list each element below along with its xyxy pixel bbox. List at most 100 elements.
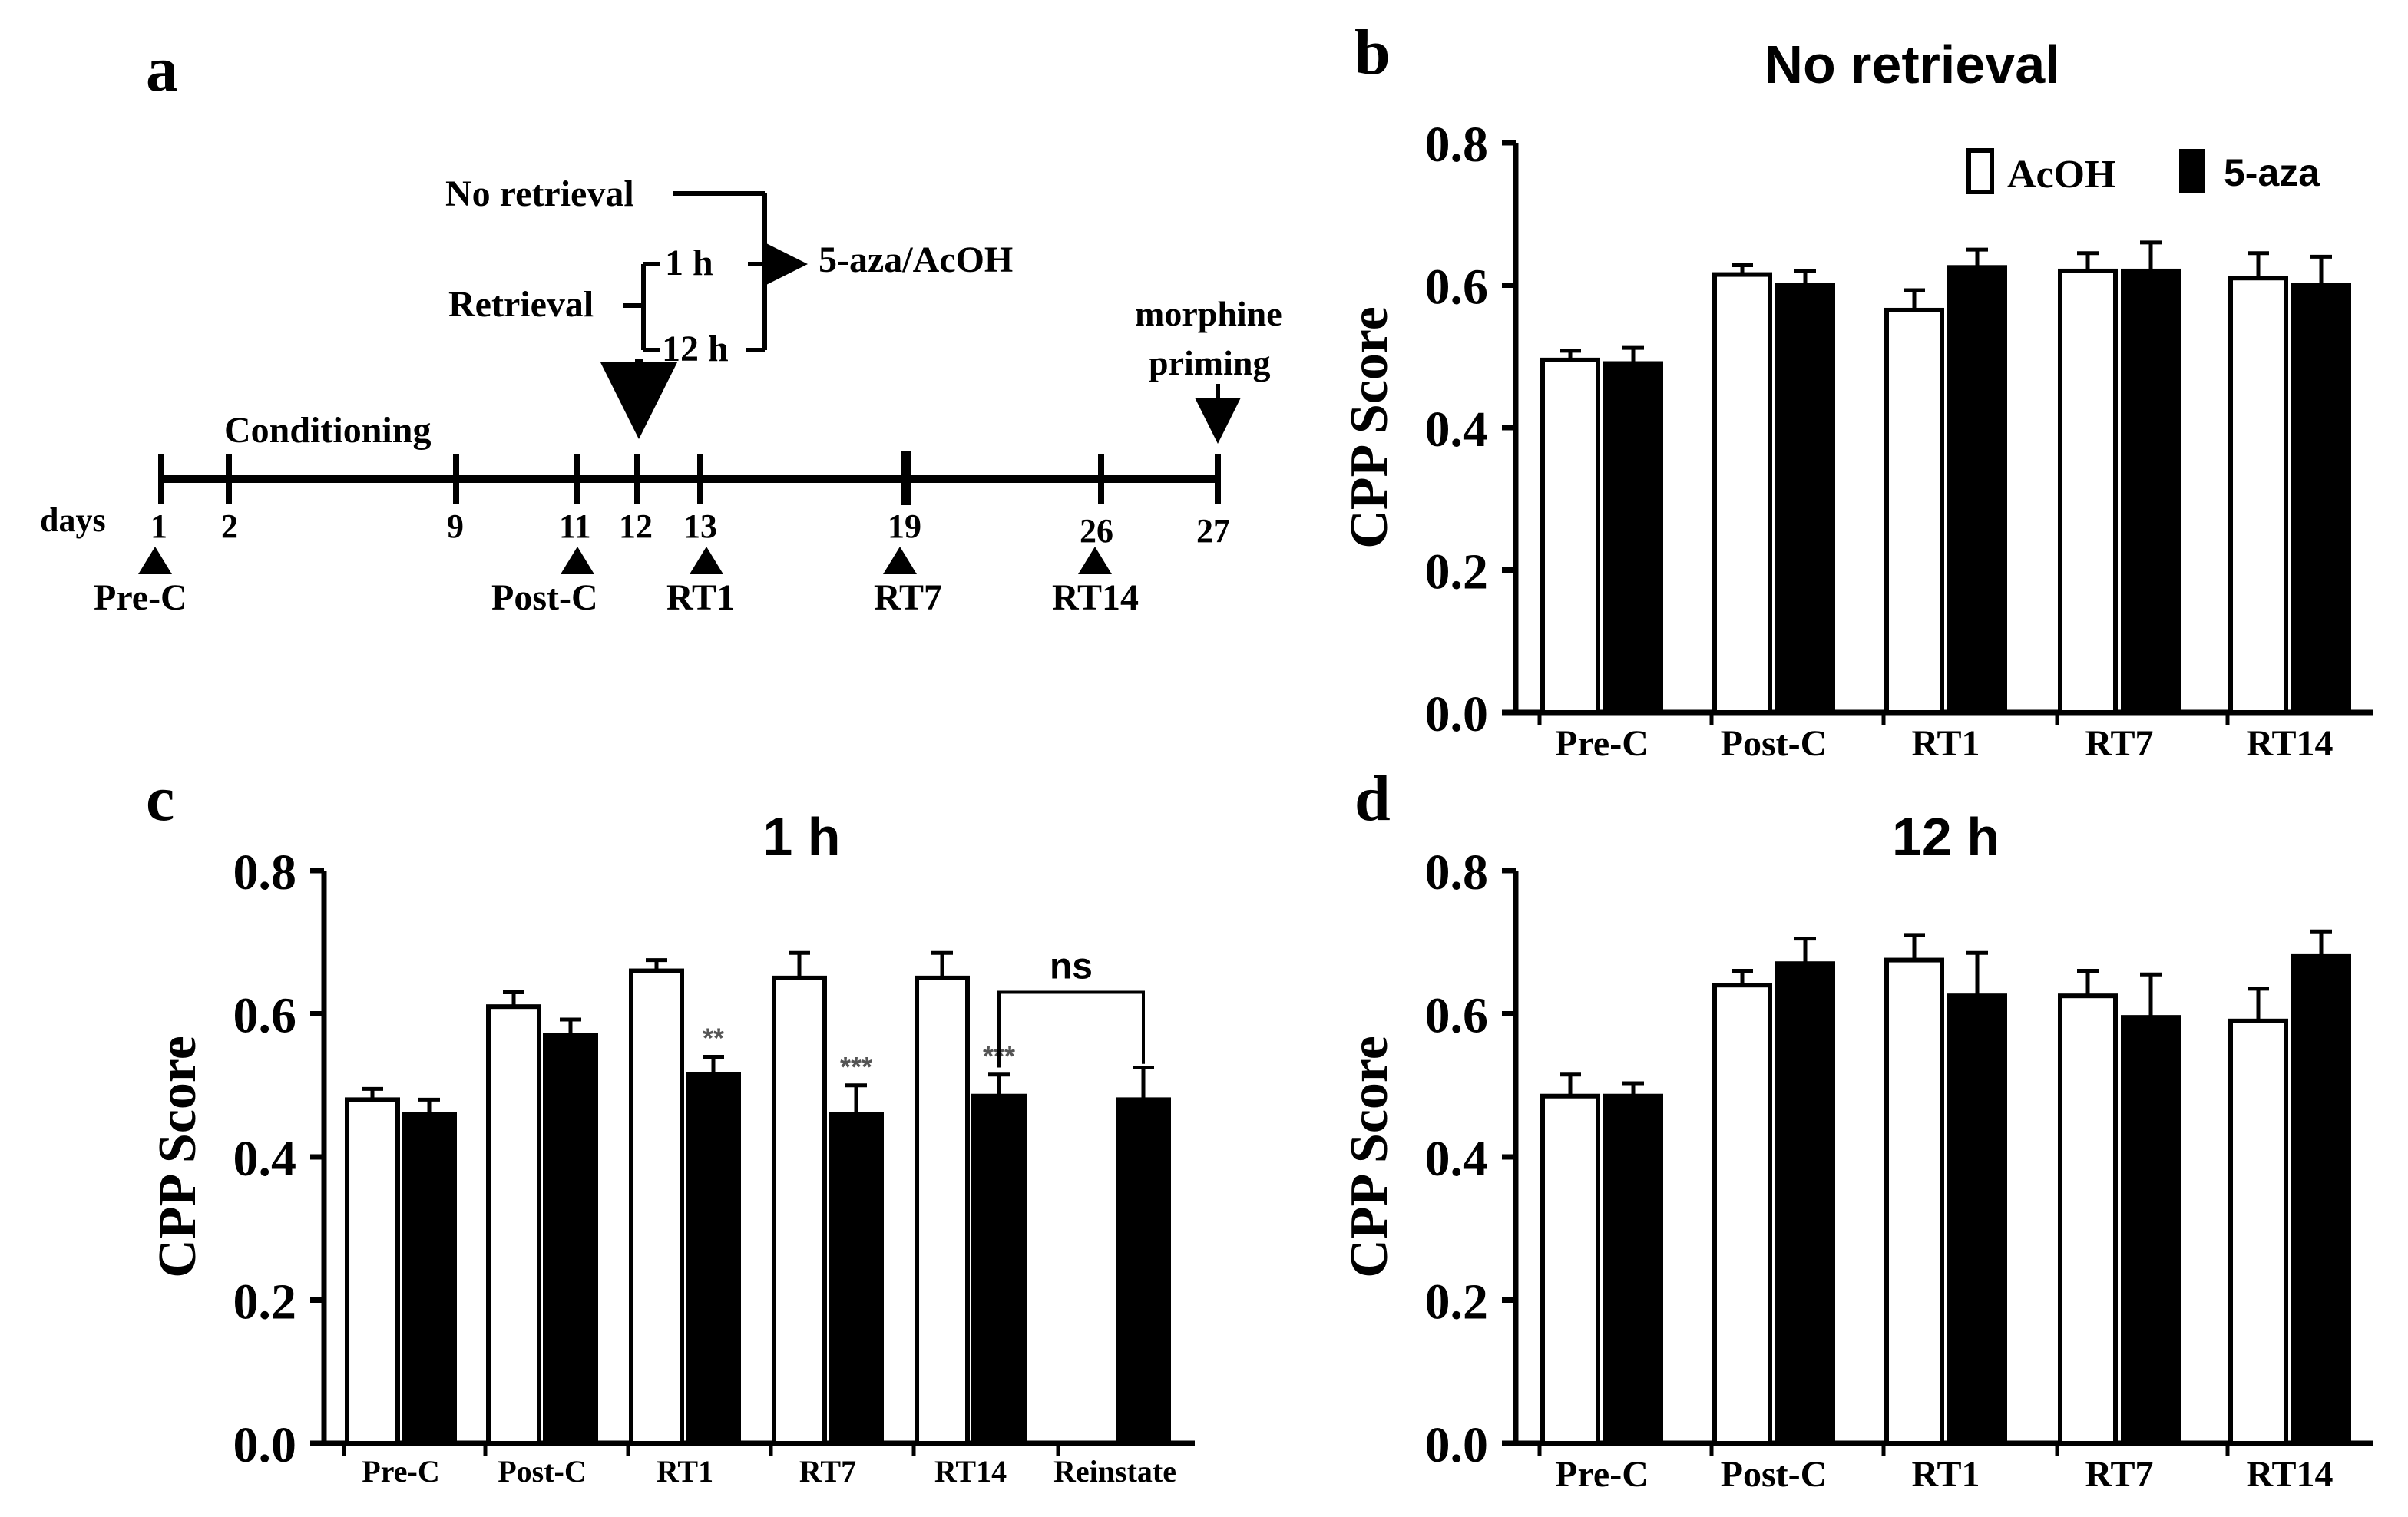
- bar-aza: [829, 1112, 884, 1446]
- category-label: RT1: [1912, 1454, 1980, 1495]
- category-label: RT7: [799, 1454, 856, 1489]
- ns-label: ns: [1050, 947, 1093, 987]
- bar-aza: [2121, 1015, 2181, 1446]
- legend-swatch-aza: [2179, 149, 2205, 193]
- priming-label: priming: [1149, 343, 1270, 382]
- bar-acoh: [915, 975, 970, 1446]
- bar-acoh: [2228, 1018, 2288, 1446]
- panel-a-timeline: a days 1 2 9 11 12 13 19 26 27: [40, 34, 1282, 618]
- twelve-h-label: 12 h: [662, 329, 729, 369]
- day-label: 19: [888, 507, 921, 545]
- bar-aza: [1116, 1097, 1171, 1446]
- bar-acoh: [772, 975, 827, 1446]
- panel-label: b: [1354, 17, 1391, 88]
- day-label: 2: [221, 507, 238, 545]
- y-axis-title: CPP Score: [148, 1036, 207, 1278]
- legend: AcOH 5-aza: [1966, 148, 2320, 197]
- bar-acoh: [345, 1097, 400, 1446]
- bar-aza: [1603, 1093, 1663, 1446]
- test-label-rt14: RT14: [1052, 577, 1139, 618]
- bar-acoh: [2228, 276, 2288, 716]
- chart-panel-c: c 1 h 0.0 0.2 0.4 0.6 0.8 CPP Score Pre-C Post-C R…: [146, 763, 1195, 1489]
- significance-label: ***: [840, 1051, 872, 1082]
- day-label: 11: [559, 507, 591, 545]
- day-label: 9: [447, 507, 464, 545]
- significance-label: **: [703, 1022, 724, 1053]
- y-axis-title: CPP Score: [1340, 306, 1399, 549]
- y-tick-label: 0.0: [1425, 686, 1489, 742]
- chart-panel-d: d 12 h 0.0 0.2 0.4 0.6 0.8 CPP Score Pre-C Post-C…: [1340, 763, 2373, 1495]
- y-tick-label: 0.2: [233, 1274, 297, 1330]
- days-label: days: [40, 501, 106, 539]
- y-tick-label: 0.4: [1425, 1131, 1489, 1187]
- bar-aza: [2291, 283, 2351, 715]
- category-label: Pre-C: [362, 1454, 439, 1489]
- bar-acoh: [1712, 983, 1772, 1446]
- y-tick-label: 0.8: [233, 844, 297, 901]
- y-axis-title: CPP Score: [1340, 1036, 1399, 1278]
- test-marker-triangle: [561, 547, 594, 574]
- test-marker-triangle: [883, 547, 917, 574]
- y-tick-label: 0.0: [233, 1417, 297, 1473]
- day-label: 27: [1196, 512, 1230, 550]
- y-tick-label: 0.8: [1425, 117, 1489, 173]
- chart-panel-b: b No retrieval 0.0 0.2 0.4 0.6 0.8 CPP Score Pre…: [1340, 17, 2373, 764]
- bar-acoh: [1540, 1093, 1600, 1446]
- panel-a-label: a: [146, 34, 178, 105]
- test-marker-triangle: [1078, 547, 1112, 574]
- test-label-rt7: RT7: [874, 577, 942, 618]
- legend-label-acoh: AcOH: [2007, 153, 2116, 197]
- category-label: RT14: [2247, 1454, 2334, 1495]
- legend-label-aza: 5-aza: [2224, 151, 2320, 194]
- test-label-rt1: RT1: [666, 577, 735, 618]
- category-label: RT1: [1912, 723, 1980, 764]
- bar-acoh: [486, 1004, 541, 1446]
- y-tick-label: 0.6: [1425, 259, 1489, 316]
- chart-title: 12 h: [1892, 807, 2000, 867]
- y-tick-label: 0.4: [1425, 402, 1489, 458]
- bar-acoh: [1884, 307, 1944, 715]
- bar-aza: [971, 1093, 1027, 1446]
- bar-acoh: [1540, 357, 1600, 715]
- panel-label: d: [1354, 763, 1391, 835]
- bar-acoh: [2058, 268, 2118, 715]
- y-tick-label: 0.6: [1425, 988, 1489, 1044]
- legend-swatch-acoh: [1966, 148, 1994, 194]
- bar-aza: [1603, 361, 1663, 715]
- y-tick-label: 0.0: [1425, 1417, 1489, 1473]
- bar-aza: [402, 1112, 457, 1446]
- y-tick-label: 0.8: [1425, 844, 1489, 901]
- category-label: RT7: [2086, 1454, 2154, 1495]
- bar-aza: [1775, 283, 1835, 715]
- day-label: 1: [150, 507, 167, 545]
- y-tick-label: 0.4: [233, 1131, 297, 1187]
- bar-acoh: [629, 968, 684, 1446]
- bar-aza: [543, 1033, 598, 1446]
- day-label: 12: [619, 507, 653, 545]
- category-label: Post-C: [1721, 1454, 1828, 1495]
- retrieval-label: Retrieval: [448, 284, 594, 325]
- test-marker-triangle: [690, 547, 723, 574]
- no-retrieval-label: No retrieval: [445, 174, 634, 214]
- test-label-pre-c: Pre-C: [94, 577, 187, 618]
- test-marker-triangle: [138, 547, 172, 574]
- drug-label: 5-aza/AcOH: [819, 240, 1013, 280]
- ns-bracket: [997, 990, 1145, 1068]
- conditioning-label: Conditioning: [224, 410, 431, 451]
- bar-aza: [1947, 993, 2007, 1446]
- category-label: RT7: [2086, 723, 2154, 764]
- bar-aza: [1947, 265, 2007, 715]
- day-label: 13: [683, 507, 717, 545]
- panel-label: c: [146, 763, 174, 835]
- y-tick-label: 0.6: [233, 988, 297, 1044]
- bar-acoh: [2058, 993, 2118, 1446]
- bar-aza: [2291, 953, 2351, 1446]
- category-label: Post-C: [1721, 723, 1828, 764]
- category-label: RT14: [934, 1454, 1007, 1489]
- day-label: 26: [1080, 512, 1113, 550]
- morphine-label: morphine: [1135, 294, 1282, 333]
- bar-aza: [1775, 961, 1835, 1446]
- category-label: Pre-C: [1555, 723, 1649, 764]
- y-tick-label: 0.2: [1425, 1274, 1489, 1330]
